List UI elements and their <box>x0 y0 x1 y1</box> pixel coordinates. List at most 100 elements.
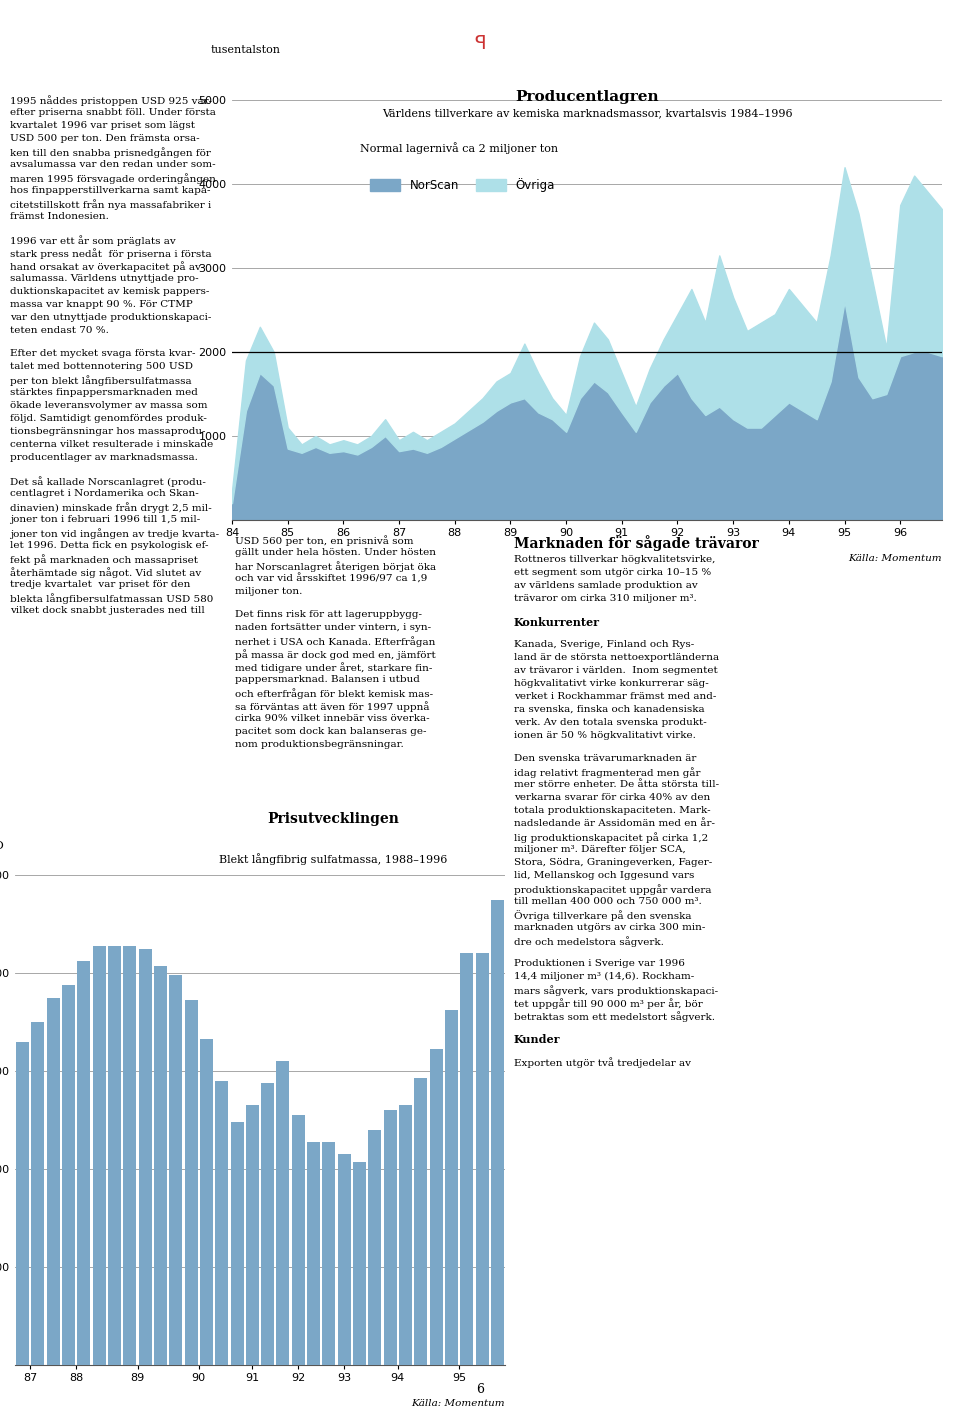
Bar <box>429 1049 443 1366</box>
Text: Producentlagren: Producentlagren <box>516 90 659 104</box>
Text: totala produktionskapaciteten. Mark-: totala produktionskapaciteten. Mark- <box>514 806 710 815</box>
Bar <box>169 976 182 1366</box>
Text: Övriga tillverkare på den svenska: Övriga tillverkare på den svenska <box>514 910 691 920</box>
Text: 1995 nåddes pristoppen USD 925 var-: 1995 nåddes pristoppen USD 925 var- <box>10 96 212 106</box>
Text: och efterfrågan för blekt kemisk mas-: och efterfrågan för blekt kemisk mas- <box>235 688 433 699</box>
Text: centerna vilket resulterade i minskade: centerna vilket resulterade i minskade <box>10 440 213 450</box>
Text: Prisutvecklingen: Prisutvecklingen <box>268 812 399 826</box>
Bar <box>415 1079 427 1366</box>
Text: tredje kvartalet  var priset för den: tredje kvartalet var priset för den <box>10 579 190 589</box>
Text: av världens samlade produktion av: av världens samlade produktion av <box>514 581 697 589</box>
Text: massa var knappt 90 %. För CTMP: massa var knappt 90 %. För CTMP <box>10 300 192 310</box>
Text: nom produktionsbegränsningar.: nom produktionsbegränsningar. <box>235 741 404 749</box>
Bar <box>215 1080 228 1366</box>
Text: Det så kallade Norscanlagret (produ-: Det så kallade Norscanlagret (produ- <box>10 477 205 487</box>
Text: land är de största nettoexportländerna: land är de största nettoexportländerna <box>514 654 719 662</box>
Text: till mellan 400 000 och 750 000 m³.: till mellan 400 000 och 750 000 m³. <box>514 898 702 906</box>
Text: dre och medelstora sågverk.: dre och medelstora sågverk. <box>514 936 663 946</box>
Bar <box>138 949 152 1366</box>
Text: let 1996. Detta fick en psykologisk ef-: let 1996. Detta fick en psykologisk ef- <box>10 541 208 549</box>
Bar <box>78 960 90 1366</box>
Text: stärktes finpappersmarknaden med: stärktes finpappersmarknaden med <box>10 388 198 397</box>
Text: Exporten utgör två tredjedelar av: Exporten utgör två tredjedelar av <box>514 1057 690 1067</box>
Text: hand orsakat av överkapacitet på av-: hand orsakat av överkapacitet på av- <box>10 261 204 271</box>
Text: joner ton vid ingången av tredje kvarta-: joner ton vid ingången av tredje kvarta- <box>10 528 219 539</box>
Bar <box>444 1010 458 1366</box>
Text: ionen är 50 % högkvalitativt virke.: ionen är 50 % högkvalitativt virke. <box>514 731 695 741</box>
Text: 6: 6 <box>476 1383 484 1396</box>
Bar <box>491 899 504 1366</box>
Text: lid, Mellanskog och Iggesund vars: lid, Mellanskog och Iggesund vars <box>514 870 694 880</box>
Text: marknaden utgörs av cirka 300 min-: marknaden utgörs av cirka 300 min- <box>514 923 705 932</box>
Text: mer större enheter. De åtta största till-: mer större enheter. De åtta största till… <box>514 781 719 789</box>
Bar <box>246 1106 259 1366</box>
Bar <box>369 1130 381 1366</box>
Text: pacitet som dock kan balanseras ge-: pacitet som dock kan balanseras ge- <box>235 726 426 736</box>
Text: joner ton i februari 1996 till 1,5 mil-: joner ton i februari 1996 till 1,5 mil- <box>10 515 200 524</box>
Text: sa förväntas att även för 1997 uppnå: sa förväntas att även för 1997 uppnå <box>235 701 430 712</box>
Bar <box>47 997 60 1366</box>
Text: Blekt långfibrig sulfatmassa, 1988–1996: Blekt långfibrig sulfatmassa, 1988–1996 <box>219 853 447 865</box>
Bar <box>475 953 489 1366</box>
Text: Världens tillverkare av kemiska marknadsmassor, kvartalsvis 1984–1996: Världens tillverkare av kemiska marknads… <box>382 108 792 118</box>
Text: miljoner ton.: miljoner ton. <box>235 586 302 596</box>
Text: 14,4 miljoner m³ (14,6). Rockham-: 14,4 miljoner m³ (14,6). Rockham- <box>514 972 694 982</box>
Text: lig produktionskapacitet på cirka 1,2: lig produktionskapacitet på cirka 1,2 <box>514 832 708 843</box>
Text: Källa: Momentum: Källa: Momentum <box>412 1400 505 1408</box>
Text: teten endast 70 %.: teten endast 70 %. <box>10 325 108 335</box>
Text: vilket dock snabbt justerades ned till: vilket dock snabbt justerades ned till <box>10 606 204 615</box>
Bar <box>307 1142 320 1366</box>
Text: ra svenska, finska och kanadensiska: ra svenska, finska och kanadensiska <box>514 705 705 714</box>
Text: Rottneros tillverkar högkvalitetsvirke,: Rottneros tillverkar högkvalitetsvirke, <box>514 555 715 564</box>
Text: ken till den snabba prisnedgången för: ken till den snabba prisnedgången för <box>10 147 210 158</box>
Text: verk. Av den totala svenska produkt-: verk. Av den totala svenska produkt- <box>514 718 707 726</box>
Bar <box>399 1106 412 1366</box>
Text: producentlager av marknadsmassa.: producentlager av marknadsmassa. <box>10 452 198 462</box>
Text: cirka 90% vilket innebär viss överka-: cirka 90% vilket innebär viss överka- <box>235 714 430 723</box>
Text: miljoner m³. Därefter följer SCA,: miljoner m³. Därefter följer SCA, <box>514 845 685 853</box>
Text: med tidigare under året, starkare fin-: med tidigare under året, starkare fin- <box>235 662 433 672</box>
Text: var den utnyttjade produktionskapaci-: var den utnyttjade produktionskapaci- <box>10 313 211 323</box>
Text: verket i Rockhammar främst med and-: verket i Rockhammar främst med and- <box>514 692 716 701</box>
Text: gällt under hela hösten. Under hösten: gällt under hela hösten. Under hösten <box>235 548 436 557</box>
Text: betraktas som ett medelstort sågverk.: betraktas som ett medelstort sågverk. <box>514 1010 714 1022</box>
Bar <box>353 1162 366 1366</box>
Bar <box>338 1154 350 1366</box>
Legend: NorScan, Övriga: NorScan, Övriga <box>366 173 560 197</box>
Text: nerhet i USA och Kanada. Efterfrågan: nerhet i USA och Kanada. Efterfrågan <box>235 636 436 646</box>
Text: 1996 var ett år som präglats av: 1996 var ett år som präglats av <box>10 235 176 245</box>
Bar <box>184 1000 198 1366</box>
Text: hos finpapperstillverkarna samt kapa-: hos finpapperstillverkarna samt kapa- <box>10 186 210 195</box>
Bar <box>384 1110 396 1366</box>
Text: USD: USD <box>0 841 4 850</box>
Text: kvartalet 1996 var priset som lägst: kvartalet 1996 var priset som lägst <box>10 121 195 130</box>
Text: och var vid årsskiftet 1996/97 ca 1,9: och var vid årsskiftet 1996/97 ca 1,9 <box>235 574 427 584</box>
Text: högkvalitativt virke konkurrerar säg-: högkvalitativt virke konkurrerar säg- <box>514 679 708 688</box>
Text: naden fortsätter under vintern, i syn-: naden fortsätter under vintern, i syn- <box>235 624 431 632</box>
Text: av trävaror i världen.  Inom segmentet: av trävaror i världen. Inom segmentet <box>514 666 717 675</box>
Text: ꟼ: ꟼ <box>474 34 486 53</box>
Text: talet med bottennotering 500 USD: talet med bottennotering 500 USD <box>10 362 193 371</box>
Bar <box>200 1039 213 1366</box>
Text: trävaror om cirka 310 miljoner m³.: trävaror om cirka 310 miljoner m³. <box>514 594 696 604</box>
Text: på massa är dock god med en, jämfört: på massa är dock god med en, jämfört <box>235 649 436 659</box>
Text: Marknaden för sågade trävaror: Marknaden för sågade trävaror <box>514 535 758 551</box>
Text: produktionskapacitet uppgår vardera: produktionskapacitet uppgår vardera <box>514 883 711 895</box>
Bar <box>230 1123 244 1366</box>
Bar <box>123 946 136 1366</box>
Text: centlagret i Nordamerika och Skan-: centlagret i Nordamerika och Skan- <box>10 489 199 498</box>
Bar <box>108 946 121 1366</box>
Text: nadsledande är Assidomän med en år-: nadsledande är Assidomän med en år- <box>514 819 714 828</box>
Text: tusentalston: tusentalston <box>210 46 280 56</box>
Text: Normal lagernivå ca 2 miljoner ton: Normal lagernivå ca 2 miljoner ton <box>360 143 558 154</box>
Text: citetstillskott från nya massafabriker i: citetstillskott från nya massafabriker i <box>10 198 211 210</box>
Text: Efter det mycket svaga första kvar-: Efter det mycket svaga första kvar- <box>10 350 195 358</box>
Text: ett segment som utgör cirka 10–15 %: ett segment som utgör cirka 10–15 % <box>514 568 710 577</box>
Text: främst Indonesien.: främst Indonesien. <box>10 213 108 221</box>
Text: avsalumassa var den redan under som-: avsalumassa var den redan under som- <box>10 160 215 168</box>
Text: Det finns risk för att lageruppbygg-: Det finns risk för att lageruppbygg- <box>235 609 422 619</box>
Text: verkarna svarar för cirka 40% av den: verkarna svarar för cirka 40% av den <box>514 793 709 802</box>
Text: maren 1995 försvagade orderingången: maren 1995 försvagade orderingången <box>10 173 215 184</box>
Text: mars sågverk, vars produktionskapaci-: mars sågverk, vars produktionskapaci- <box>514 985 718 996</box>
Text: salumassa. Världens utnyttjade pro-: salumassa. Världens utnyttjade pro- <box>10 274 198 283</box>
